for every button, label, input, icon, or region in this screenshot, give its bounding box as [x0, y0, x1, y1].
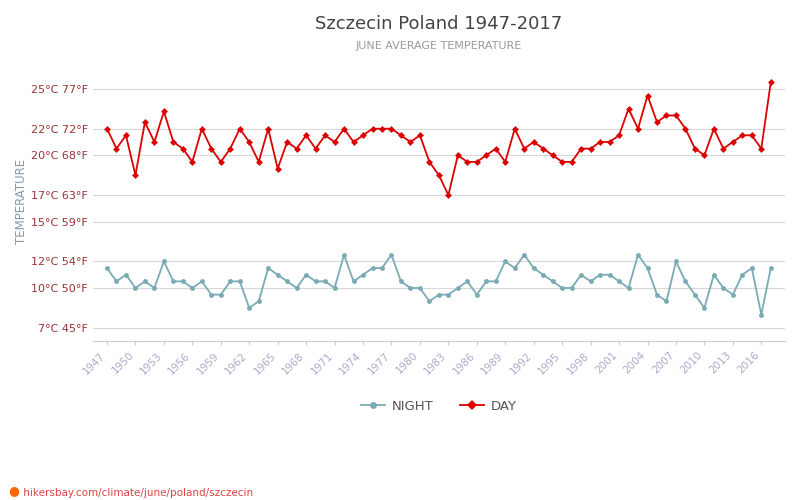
- NIGHT: [197, 278, 206, 284]
- NIGHT: [757, 312, 766, 318]
- DAY: [738, 132, 747, 138]
- DAY: [292, 146, 302, 152]
- NIGHT: [766, 265, 775, 271]
- Text: hikersbay.com/climate/june/poland/szczecin: hikersbay.com/climate/june/poland/szczec…: [20, 488, 253, 498]
- NIGHT: [510, 265, 519, 271]
- DAY: [510, 126, 519, 132]
- Line: DAY: DAY: [105, 80, 774, 198]
- NIGHT: [102, 265, 112, 271]
- NIGHT: [434, 292, 444, 298]
- Title: Szczecin Poland 1947-2017: Szczecin Poland 1947-2017: [315, 15, 562, 33]
- Text: ●: ●: [8, 484, 19, 498]
- DAY: [102, 126, 112, 132]
- NIGHT: [339, 252, 349, 258]
- Line: NIGHT: NIGHT: [105, 252, 774, 317]
- Text: JUNE AVERAGE TEMPERATURE: JUNE AVERAGE TEMPERATURE: [356, 41, 522, 51]
- DAY: [443, 192, 453, 198]
- Legend: NIGHT, DAY: NIGHT, DAY: [356, 394, 522, 418]
- DAY: [425, 159, 434, 165]
- NIGHT: [738, 272, 747, 278]
- DAY: [614, 132, 624, 138]
- DAY: [121, 132, 130, 138]
- NIGHT: [709, 272, 718, 278]
- Y-axis label: TEMPERATURE: TEMPERATURE: [15, 159, 28, 244]
- DAY: [766, 79, 775, 85]
- NIGHT: [121, 272, 130, 278]
